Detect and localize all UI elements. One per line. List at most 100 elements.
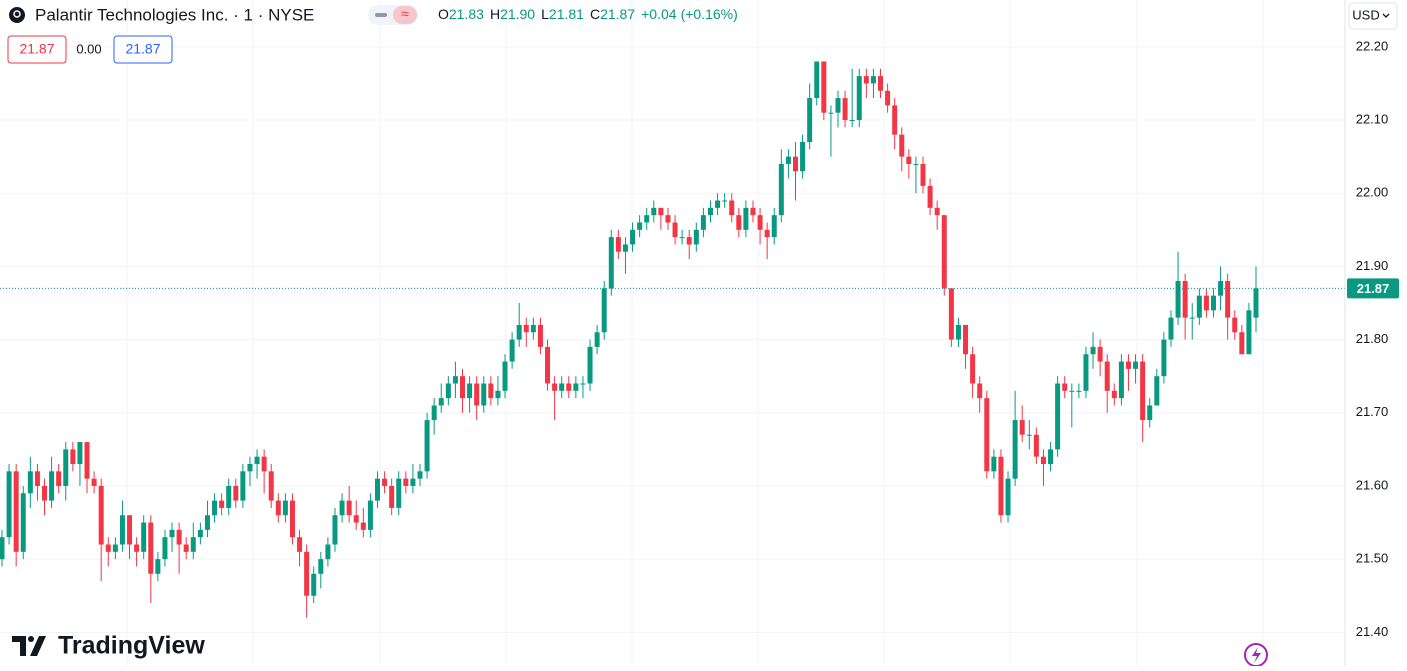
candle-body [1076,390,1082,392]
currency-button[interactable] [1348,2,1398,30]
candle-body [509,339,515,362]
candle-body [1012,420,1018,479]
candle-body [190,537,196,552]
brand-logo [12,636,46,656]
candle-body [552,383,558,391]
candle-body [516,324,522,340]
candle-body [254,456,260,465]
candle-body [835,98,841,113]
candle-body [693,229,699,245]
candle-body [1196,295,1202,318]
candle-body [289,500,295,538]
candle-body [1161,339,1167,377]
candle-body [955,324,961,340]
time-grid [126,0,1264,666]
candle-body [247,464,253,472]
y-tick-label: 21.90 [1356,258,1389,273]
ohlc-legend: O21.83 H21.90 L21.81 C21.87 +0.04 (+0.16%) [438,6,738,22]
candle-body [842,98,848,121]
candle-body [622,244,628,252]
candle-body [885,90,891,106]
candle-body [112,544,118,552]
candle-body [771,215,777,238]
candle-body [49,471,55,501]
candle-body [991,456,997,472]
candle-body [1218,281,1224,296]
candle-body [27,471,33,494]
sell-price: 21.87 [19,41,54,57]
currency-caret [1382,13,1390,18]
candle-body [1097,346,1103,362]
candle-body [970,354,976,384]
candle-body [502,361,508,391]
candle-body [141,522,147,552]
candle-body [913,163,919,165]
candle-body [537,324,543,347]
candle-body [800,141,806,172]
candle-body [736,215,742,230]
candle-body [77,442,83,465]
candle-body [438,398,444,406]
candle-body [1239,332,1245,355]
candle-body [785,156,791,164]
candle-body [1125,361,1131,369]
candle-body [1040,456,1046,465]
candle-body [424,420,430,472]
candle-body [134,544,140,552]
candle-body [1182,281,1188,318]
alert-bolt [1252,647,1261,663]
candle-body [984,398,990,472]
candle-body [1069,390,1075,392]
sell-box[interactable] [7,35,67,64]
candle-body [403,478,409,486]
candle-body [233,485,239,501]
candle-body [665,215,671,223]
candle-body [226,485,232,508]
brand: TradingView [12,632,205,660]
candle-body [927,185,933,208]
candle-body [559,383,565,391]
candle-body [920,163,926,186]
candle-body [686,237,692,245]
y-tick-label: 21.70 [1356,404,1389,419]
candle-body [84,442,90,479]
toggle-active[interactable] [393,6,417,24]
candle-body [573,383,579,391]
candle-body [197,529,203,538]
candle-body [445,383,451,399]
header: Palantir Technologies Inc. · 1 · NYSE ≈ … [7,2,1398,64]
candle-body [1026,434,1032,436]
candle-body [382,478,388,486]
candle-body [792,156,798,172]
toggle-icon: ≈ [401,6,409,22]
candle-body [452,376,458,384]
candle-body [906,156,912,164]
candle-body [34,471,40,486]
candle-body [119,515,125,545]
candle-body [672,222,678,238]
candle-body [56,471,62,486]
legend-label: L [541,6,549,22]
legend-change-pct: (+0.16%) [681,6,738,22]
candle-body [20,493,26,552]
candle-body [367,500,373,530]
legend-label: C [590,6,600,22]
candle-body [1033,434,1039,457]
candle-body [1055,383,1061,450]
buy-box[interactable] [113,35,173,64]
candle-body [580,383,586,385]
candle-body [934,207,940,216]
candle-body [707,207,713,216]
legend-value: 21.81 [549,6,584,22]
candle-body [594,332,600,347]
candle-body [1062,383,1068,391]
candle-body [240,471,246,501]
y-tick-label: 21.50 [1356,551,1389,566]
symbol-title: Palantir Technologies Inc. · 1 · NYSE [35,5,314,24]
candle-body [523,324,529,333]
candle-body [13,471,19,552]
candle-body [764,229,770,238]
candle-body [899,134,905,157]
y-tick-label: 21.60 [1356,477,1389,492]
